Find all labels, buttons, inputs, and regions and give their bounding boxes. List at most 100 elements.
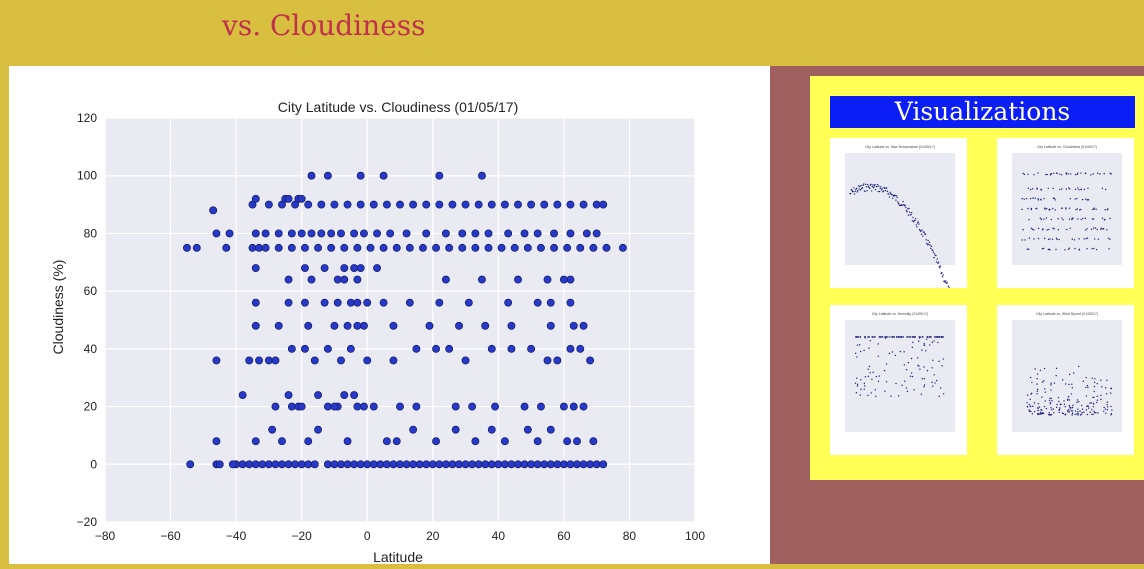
thumb-point [1071,383,1073,385]
thumb-point [867,336,870,338]
thumb-point [932,359,934,361]
data-point [402,229,411,238]
thumb-point [852,191,854,193]
thumb-point [1067,173,1069,175]
data-point [248,243,257,252]
data-point [251,264,260,273]
thumb-point [1032,405,1034,408]
data-point [533,460,542,469]
data-point [278,437,286,446]
data-point [274,229,283,238]
data-point [389,460,398,469]
thumb-point [1052,187,1054,190]
thumb-point [1055,237,1058,240]
thumb-point [1049,401,1052,404]
thumb-point [1111,409,1113,411]
thumb-point [912,336,915,338]
data-point [297,229,306,238]
thumb-point [932,385,934,387]
thumb-point [918,365,920,367]
thumb-point [1103,172,1105,175]
thumb-point [905,206,907,209]
thumb-point [1031,413,1034,415]
data-point [182,243,191,252]
thumb-point [876,185,878,188]
thumb-point [871,336,874,338]
thumb-point [1028,218,1030,221]
data-point [504,229,513,238]
thumb-point [863,382,866,385]
thumb-point [926,336,929,338]
data-point [471,437,480,446]
data-point [215,460,224,469]
thumb-point [1038,406,1041,408]
data-point [592,229,601,238]
data-point [579,460,588,469]
thumb-point [941,275,944,278]
thumb-point [938,336,940,338]
thumb-point [918,336,921,338]
data-point [304,200,313,209]
thumb-point [1067,409,1070,411]
thumb-point [1085,238,1087,240]
thumb-point [1065,383,1067,385]
thumb-point [1100,379,1102,381]
thumb-point [1079,209,1081,211]
data-point [373,229,382,238]
thumb-point [856,356,858,358]
thumb-point [1057,229,1060,231]
thumb-point [1050,382,1052,384]
data-point [445,344,454,353]
thumb-point [884,336,886,338]
thumb-point [894,354,896,357]
thumbnail-max-temperature[interactable]: City Latitude vs. Max Temperature (01/05… [830,138,967,288]
thumb-point [930,247,932,250]
thumb-point [909,336,912,338]
thumb-point [1072,404,1074,407]
thumb-point [1090,228,1093,231]
thumb-point [1036,390,1039,392]
data-point [238,391,247,399]
data-point [553,460,562,469]
thumb-point [1058,408,1061,411]
thumb-point [1035,207,1037,210]
thumb-point [1026,394,1029,396]
thumb-point [888,193,890,195]
y-tick-label: 100 [77,169,97,183]
data-point [353,243,362,252]
thumb-point [1086,384,1089,387]
data-point [533,437,542,446]
thumb-point [1070,393,1073,395]
thumb-point [918,228,921,231]
thumb-point [1101,386,1103,388]
thumb-point [1072,372,1075,374]
thumb-point [925,338,928,340]
thumb-point [1078,238,1080,240]
thumb-point [1033,238,1035,240]
data-point [225,229,234,238]
thumbnail-wind-speed[interactable]: City Latitude vs. Wind Speed (01/05/17) [997,305,1134,455]
thumb-point [1081,412,1083,414]
thumb-point [1043,237,1046,240]
thumb-point [927,239,929,242]
thumb-point [874,189,877,191]
thumb-point [920,336,922,338]
thumb-point [1027,207,1029,210]
thumb-point [1030,227,1033,230]
thumb-point [933,340,935,342]
thumb-point [899,350,901,353]
thumb-point [1069,197,1072,200]
data-point [461,200,470,209]
thumb-point [1080,172,1082,174]
thumb-point [1053,228,1055,230]
data-point [359,321,368,330]
thumbnail-cloudiness[interactable]: City Latitude vs. Cloudiness (01/05/17) [997,138,1134,288]
thumb-point [1108,248,1110,250]
thumb-point [1036,393,1038,395]
thumbnail-humidity[interactable]: City Latitude vs. Humidity (01/05/17) [830,305,967,455]
data-point [346,298,355,307]
thumb-point [1085,376,1087,379]
data-point [589,243,598,252]
thumb-point [1079,410,1081,412]
thumb-point [1028,248,1030,250]
